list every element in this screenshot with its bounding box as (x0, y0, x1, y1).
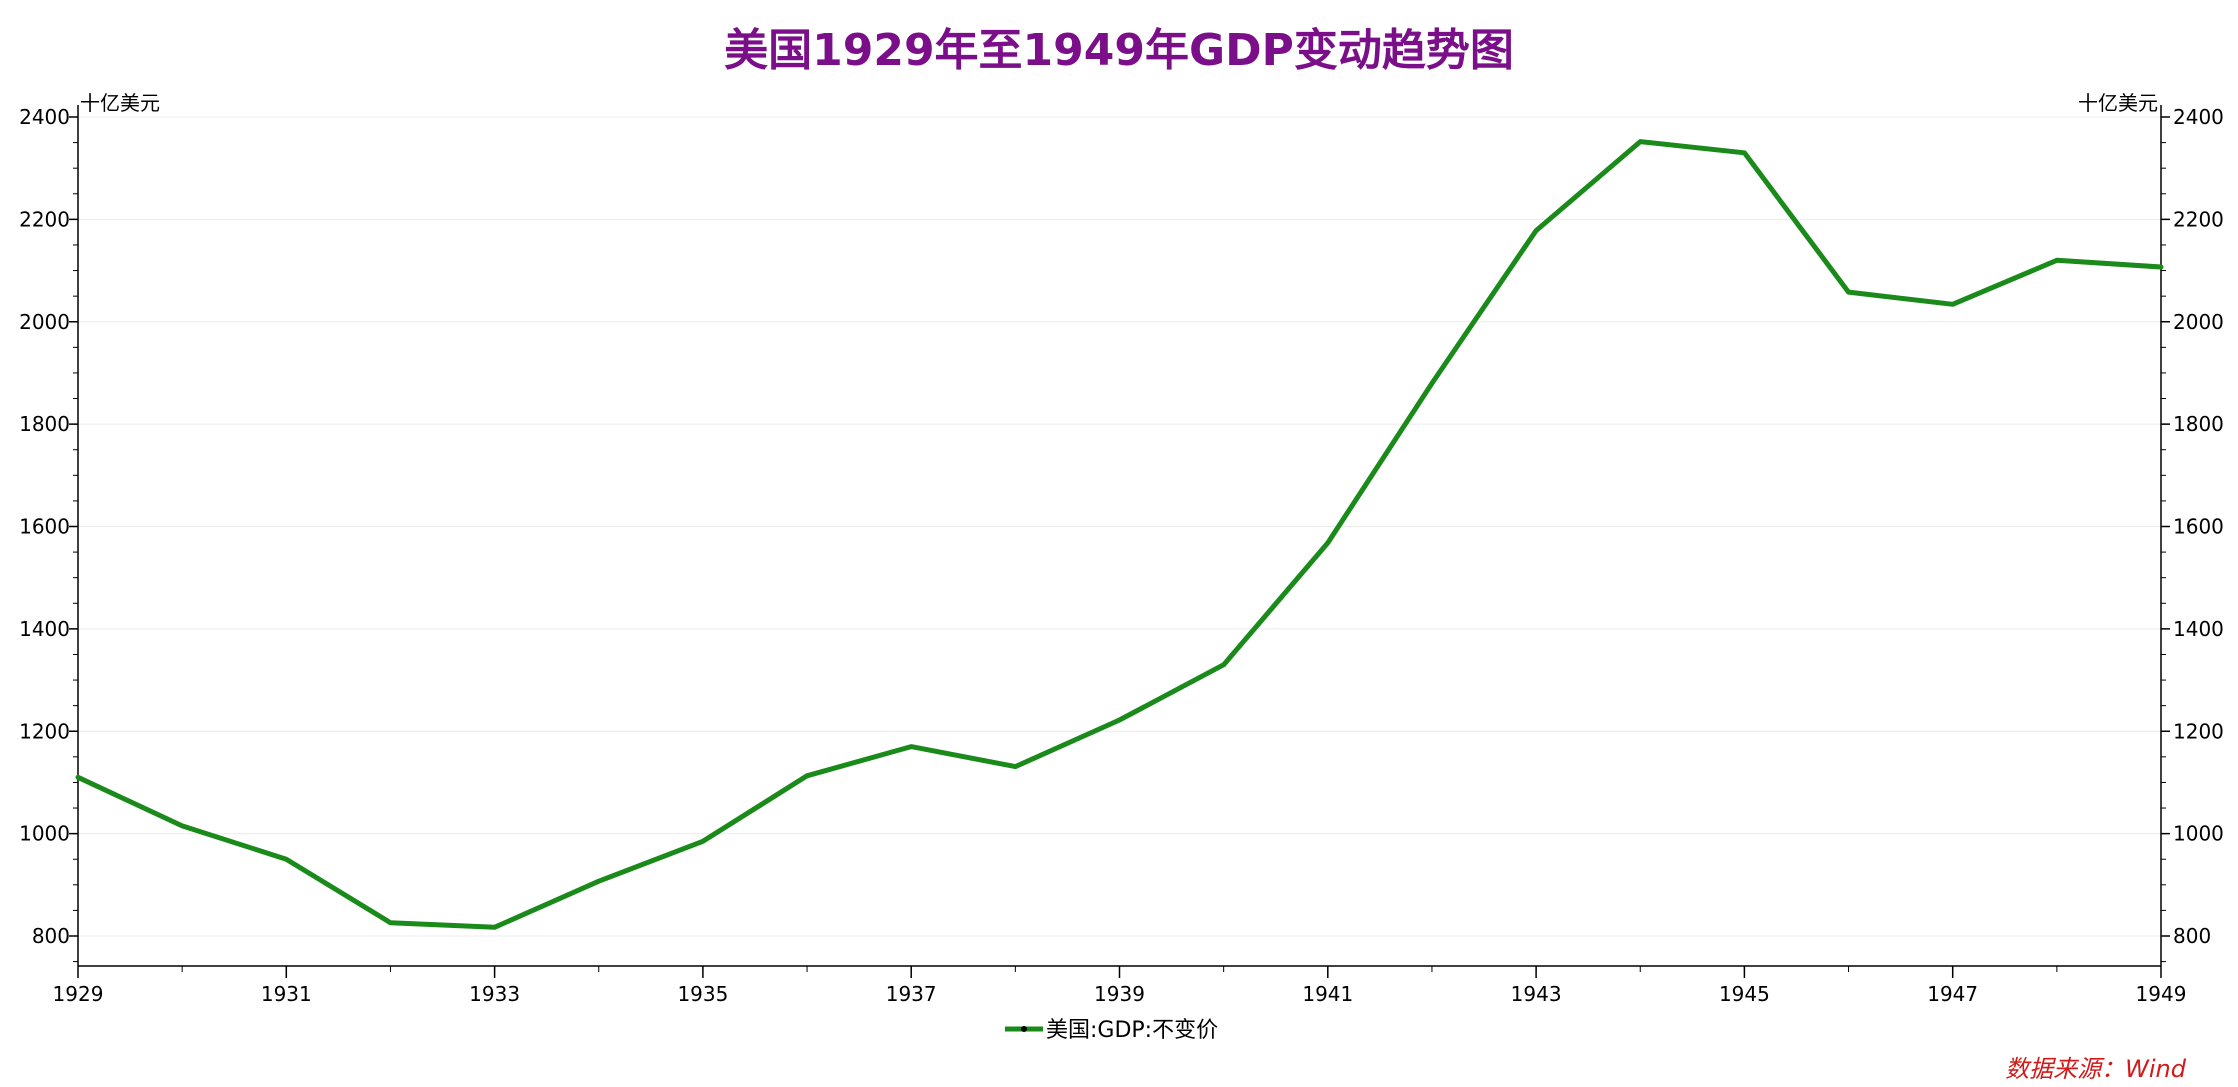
y-tick-label-right: 1400 (2173, 617, 2224, 641)
y-tick-label-right: 800 (2173, 924, 2211, 948)
chart-title: 美国1929年至1949年GDP变动趋势图 (724, 25, 1514, 76)
data-point (597, 879, 601, 883)
y-tick-label-left: 800 (32, 924, 70, 948)
data-point (1326, 541, 1330, 545)
x-tick-label: 1933 (469, 982, 520, 1006)
y-tick-label-right: 2000 (2173, 310, 2224, 334)
y-tick-label-left: 2000 (19, 310, 70, 334)
data-point (805, 774, 809, 778)
data-point (1118, 718, 1121, 722)
data-point (1742, 151, 1746, 155)
y-tick-label-left: 1600 (19, 515, 70, 539)
series-line-0 (75, 139, 2164, 930)
x-tick-label: 1935 (677, 982, 728, 1006)
x-tick-label: 1939 (1094, 982, 1145, 1006)
y-tick-label-left: 2400 (19, 105, 70, 129)
data-point (284, 857, 288, 861)
y-tick-label-right: 2400 (2173, 105, 2224, 129)
x-tick-label: 1931 (261, 982, 312, 1006)
y-tick-label-left: 1800 (19, 412, 70, 436)
y-axis-left-ticks: 800 1000 1200 1400 1600 1800 2000 2200 2400 (19, 105, 78, 963)
x-tick-label: 1929 (53, 982, 104, 1006)
data-point (1013, 765, 1017, 769)
data-point (388, 921, 392, 925)
right-unit-label: 十亿美元 (2078, 91, 2158, 115)
data-point (1847, 290, 1851, 294)
y-tick-label-right: 1000 (2173, 822, 2224, 846)
data-point (701, 839, 705, 843)
data-point (1951, 302, 1955, 306)
left-unit-label: 十亿美元 (80, 91, 160, 115)
x-axis-ticks: 1929 1931 1933 1935 1937 1939 1941 1943 1945 1947… (53, 966, 2187, 1006)
source-note: 数据来源：Wind (2005, 1055, 2187, 1083)
y-tick-label-right: 1600 (2173, 515, 2224, 539)
y-tick-label-left: 1000 (19, 822, 70, 846)
x-tick-label: 1947 (1927, 982, 1978, 1006)
data-point (2159, 265, 2163, 269)
y-tick-label-left: 1200 (19, 719, 70, 743)
data-point (909, 745, 913, 749)
data-point (493, 925, 497, 929)
x-tick-label: 1937 (886, 982, 937, 1006)
y-tick-label-left: 2200 (19, 207, 70, 231)
data-point (1430, 381, 1434, 385)
legend-label: 美国:GDP:不变价 (1046, 1018, 1218, 1043)
y-tick-label-left: 1400 (19, 617, 70, 641)
y-axis-right-ticks: 800 1000 1200 1400 1600 1800 2000 2200 2400 (2161, 105, 2224, 963)
x-tick-label: 1949 (2136, 982, 2187, 1006)
legend: 美国:GDP:不变价 (1005, 1018, 1218, 1043)
gridlines (78, 116, 2161, 937)
data-point (1222, 663, 1226, 667)
x-tick-label: 1943 (1511, 982, 1562, 1006)
data-point (1638, 140, 1642, 144)
y-tick-label-right: 1800 (2173, 412, 2224, 436)
y-tick-label-right: 2200 (2173, 207, 2224, 231)
data-point (2055, 258, 2059, 262)
y-tick-label-right: 1200 (2173, 719, 2224, 743)
data-point (1534, 229, 1538, 233)
data-point (180, 824, 184, 828)
legend-marker (1021, 1026, 1027, 1032)
x-tick-label: 1941 (1302, 982, 1353, 1006)
data-point (76, 775, 80, 779)
series-layer (75, 139, 2164, 930)
x-tick-label: 1945 (1719, 982, 1770, 1006)
